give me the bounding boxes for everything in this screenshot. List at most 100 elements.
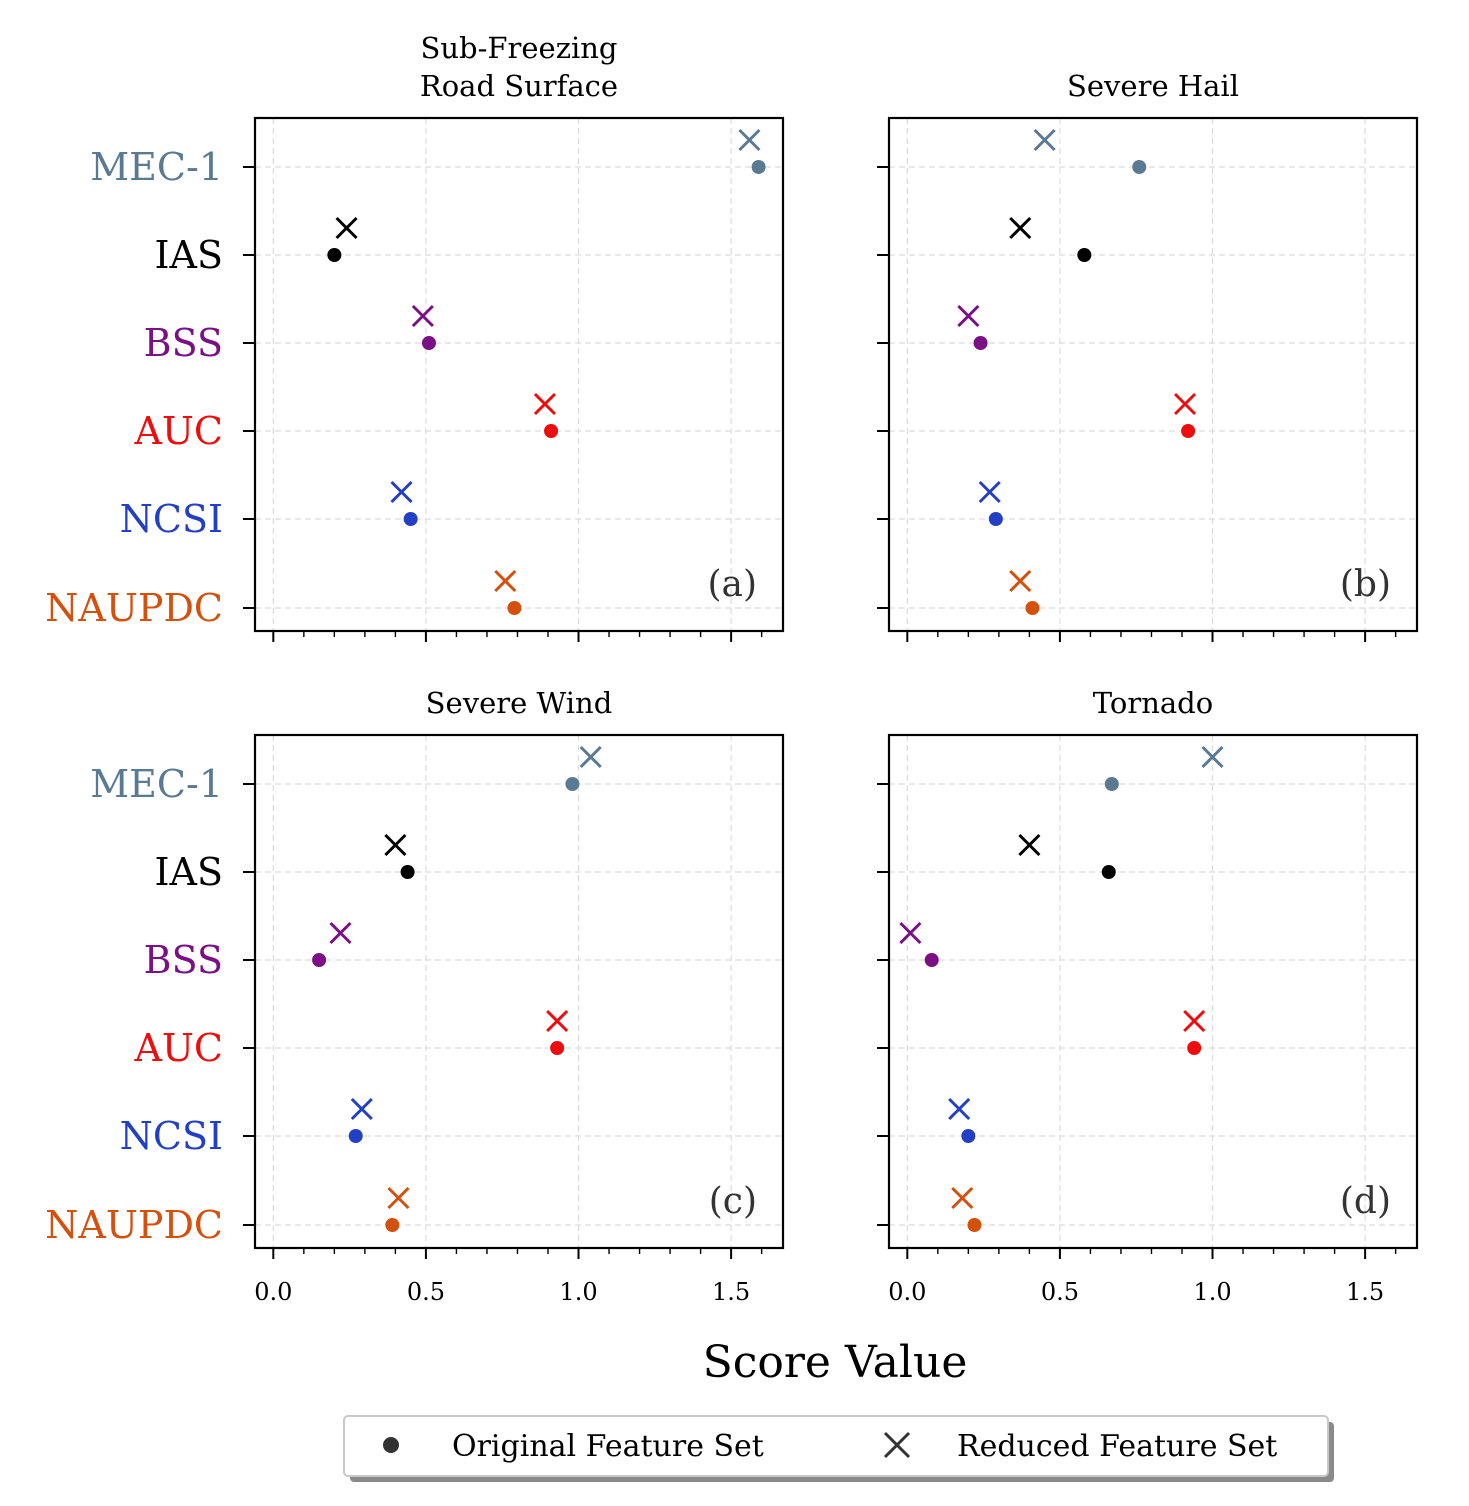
- x-marker-stroke: [1033, 128, 1056, 152]
- x-tick-label: 1.0: [1193, 1278, 1231, 1306]
- y-tick-label-ias: IAS: [155, 233, 224, 277]
- x-marker-stroke: [533, 392, 557, 416]
- legend: Original Feature Set Reduced Feature Set: [343, 1415, 1334, 1482]
- x-tick-label: 0.5: [1041, 1278, 1079, 1306]
- y-tick-label-mec-1: MEC-1: [90, 145, 223, 189]
- point-reduced-ias: [1009, 216, 1032, 240]
- panel-b: Severe Hail (b): [877, 69, 1419, 642]
- x-tick-label: 0.0: [888, 1278, 926, 1306]
- point-original-ncsi: [961, 1129, 976, 1143]
- point-original-ncsi: [988, 512, 1003, 526]
- legend-label-original: Original Feature Set: [452, 1429, 764, 1464]
- x-marker-stroke: [384, 833, 407, 857]
- point-reduced-ncsi: [978, 480, 1001, 504]
- x-marker-stroke: [329, 921, 352, 945]
- x-tick-label: 0.5: [407, 1278, 445, 1306]
- point-original-bss: [312, 953, 327, 967]
- point-reduced-ncsi: [350, 1097, 373, 1121]
- point-reduced-mec-1: [738, 128, 761, 152]
- axes-frame: [253, 116, 785, 633]
- axes-frame: [253, 733, 785, 1250]
- x-marker-stroke: [883, 1431, 911, 1459]
- panel-tag: (d): [1340, 1181, 1391, 1222]
- point-reduced-bss: [957, 304, 980, 328]
- point-reduced-mec-1: [1033, 128, 1056, 152]
- x-marker-stroke: [1183, 1009, 1206, 1033]
- x-marker-stroke: [1201, 745, 1224, 769]
- panel-title: Road Surface: [420, 69, 618, 103]
- point-original-mec-1: [1104, 777, 1119, 791]
- legend-label-reduced: Reduced Feature Set: [957, 1429, 1277, 1464]
- panel-tag: (b): [1340, 564, 1391, 605]
- x-marker-stroke: [335, 216, 358, 240]
- x-marker-stroke: [948, 1097, 971, 1121]
- legend-box: [343, 1415, 1329, 1477]
- point-reduced-auc: [1173, 392, 1197, 416]
- point-reduced-bss: [329, 921, 352, 945]
- x-marker-stroke: [978, 480, 1001, 504]
- point-reduced-ncsi: [390, 480, 413, 504]
- x-marker-stroke: [494, 569, 517, 593]
- point-reduced-ias: [384, 833, 407, 857]
- x-marker-stroke: [957, 304, 980, 328]
- point-reduced-ncsi: [948, 1097, 971, 1121]
- x-marker-stroke: [411, 304, 434, 328]
- point-reduced-mec-1: [579, 745, 602, 769]
- x-marker-stroke: [951, 1186, 974, 1210]
- x-marker-stroke: [1009, 216, 1032, 240]
- point-original-ncsi: [403, 512, 418, 526]
- x-tick-label: 0.0: [254, 1278, 292, 1306]
- point-original-bss: [973, 336, 988, 350]
- point-reduced-bss: [899, 921, 922, 945]
- y-tick-label-bss: BSS: [144, 321, 223, 365]
- point-original-naupdc: [967, 1218, 982, 1232]
- point-reduced-mec-1: [1201, 745, 1224, 769]
- point-reduced-naupdc: [1009, 569, 1032, 593]
- axes-frame: [887, 733, 1419, 1250]
- legend-x-marker: [883, 1431, 911, 1459]
- point-reduced-naupdc: [494, 569, 517, 593]
- x-tick-label: 1.0: [559, 1278, 597, 1306]
- y-tick-label-mec-1: MEC-1: [90, 762, 223, 806]
- point-original-mec-1: [565, 777, 580, 791]
- y-tick-label-auc: AUC: [133, 1026, 223, 1070]
- x-marker-stroke: [390, 480, 413, 504]
- x-axis-label: Score Value: [703, 1337, 968, 1388]
- point-original-auc: [1187, 1041, 1202, 1055]
- x-marker-stroke: [546, 1009, 569, 1033]
- x-marker-stroke: [899, 921, 922, 945]
- y-tick-label-ias: IAS: [155, 850, 224, 894]
- point-original-mec-1: [1132, 160, 1147, 174]
- y-tick-label-ncsi: NCSI: [120, 497, 223, 541]
- x-marker-stroke: [1009, 569, 1032, 593]
- legend-dot-marker: [383, 1437, 399, 1453]
- panel-tag: (c): [709, 1181, 757, 1222]
- y-tick-label-auc: AUC: [133, 409, 223, 453]
- point-reduced-bss: [411, 304, 434, 328]
- panel-title: Tornado: [1093, 686, 1213, 720]
- panel-a: MEC-1 IAS BSS AUC NCSI NAUPDC Sub-Freezing Road…: [45, 31, 785, 642]
- point-original-naupdc: [385, 1218, 400, 1232]
- panels-group: MEC-1 IAS BSS AUC NCSI NAUPDC Sub-Freezing Road…: [45, 31, 1419, 1306]
- point-reduced-ias: [335, 216, 358, 240]
- y-tick-label-naupdc: NAUPDC: [45, 1203, 223, 1247]
- point-reduced-auc: [533, 392, 557, 416]
- point-original-ias: [327, 248, 342, 262]
- point-original-ias: [1101, 865, 1116, 879]
- y-tick-label-naupdc: NAUPDC: [45, 586, 223, 630]
- y-tick-label-bss: BSS: [144, 938, 223, 982]
- point-reduced-auc: [546, 1009, 569, 1033]
- point-reduced-ias: [1018, 833, 1041, 857]
- point-original-bss: [421, 336, 436, 350]
- point-reduced-naupdc: [951, 1186, 974, 1210]
- point-original-auc: [550, 1041, 565, 1055]
- point-original-ncsi: [348, 1129, 363, 1143]
- x-marker-stroke: [1018, 833, 1041, 857]
- point-original-auc: [1181, 424, 1196, 438]
- x-marker-stroke: [387, 1186, 410, 1210]
- point-original-naupdc: [507, 601, 522, 615]
- x-marker-stroke: [350, 1097, 373, 1121]
- panel-tag: (a): [707, 564, 757, 605]
- panel-title: Sub-Freezing: [420, 31, 617, 65]
- panel-title: Severe Wind: [426, 686, 613, 720]
